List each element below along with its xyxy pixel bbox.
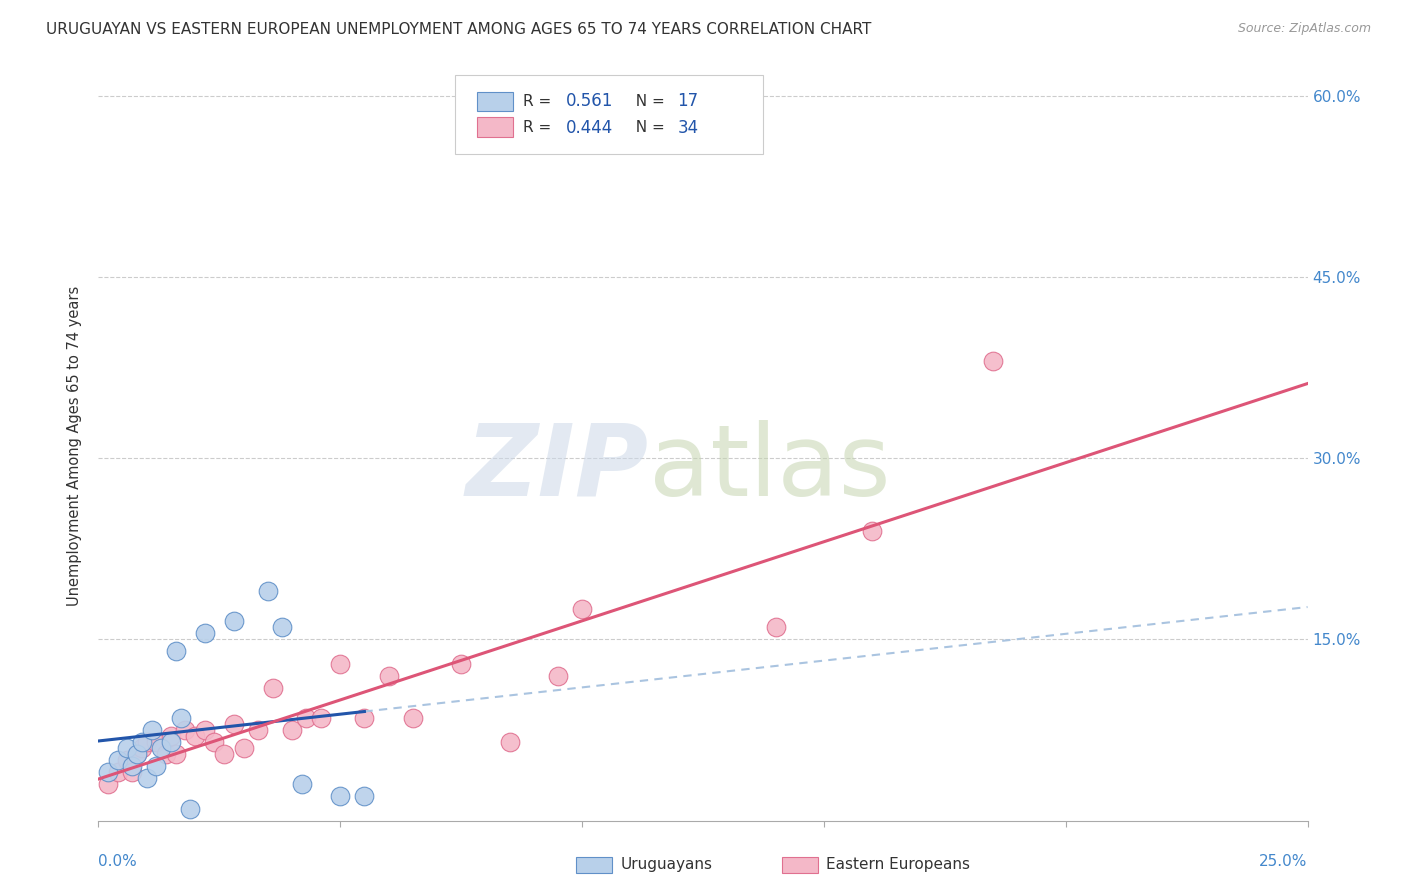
Point [212,747,235,761]
Point [353,711,375,725]
Point [127,747,149,761]
Text: 25.0%: 25.0% [1260,855,1308,870]
Point [127,747,149,761]
Point [131,735,153,749]
Point [135,772,157,786]
Point [450,657,472,671]
Point [97,777,120,791]
Point [860,524,883,538]
Text: 0.561: 0.561 [567,93,614,111]
Point [377,668,399,682]
Text: URUGUAYAN VS EASTERN EUROPEAN UNEMPLOYMENT AMONG AGES 65 TO 74 YEARS CORRELATION: URUGUAYAN VS EASTERN EUROPEAN UNEMPLOYME… [46,22,872,37]
Point [547,668,569,682]
Text: 0.444: 0.444 [567,119,613,136]
Point [145,735,167,749]
Point [174,723,197,737]
Text: 17: 17 [678,93,699,111]
Point [145,759,167,773]
Point [353,789,375,804]
Text: N =: N = [626,94,669,109]
Point [222,614,245,628]
Point [165,747,187,761]
Point [160,735,183,749]
Point [165,644,187,658]
Point [121,765,143,780]
Point [194,723,217,737]
Point [204,735,226,749]
Point [141,723,163,737]
Point [131,741,153,756]
Point [169,711,191,725]
Point [117,741,139,756]
Point [155,747,177,761]
Point [117,753,139,767]
Text: 34: 34 [678,119,699,136]
FancyBboxPatch shape [782,856,818,873]
Point [97,765,120,780]
Text: atlas: atlas [648,420,890,517]
Point [981,354,1004,368]
Point [232,741,254,756]
Point [271,620,294,634]
Point [765,620,787,634]
Point [135,735,157,749]
Text: R =: R = [523,94,555,109]
FancyBboxPatch shape [576,856,613,873]
Text: Uruguayans: Uruguayans [621,857,713,872]
Point [329,789,352,804]
Point [247,723,270,737]
Point [194,626,217,640]
Y-axis label: Unemployment Among Ages 65 to 74 years: Unemployment Among Ages 65 to 74 years [67,285,83,607]
Point [309,711,332,725]
Point [107,765,129,780]
Point [150,741,173,756]
FancyBboxPatch shape [456,75,763,153]
Point [571,602,593,616]
Text: ZIP: ZIP [465,420,648,517]
Text: 0.0%: 0.0% [98,855,138,870]
Point [107,753,129,767]
Point [329,657,352,671]
Point [179,801,201,815]
Point [262,681,284,695]
Text: Source: ZipAtlas.com: Source: ZipAtlas.com [1237,22,1371,36]
Point [295,711,318,725]
Point [498,735,520,749]
Point [222,717,245,731]
Point [402,711,425,725]
Text: N =: N = [626,120,669,135]
Text: R =: R = [523,120,555,135]
Text: Eastern Europeans: Eastern Europeans [827,857,970,872]
Point [256,584,278,599]
Point [290,777,312,791]
Point [281,723,304,737]
Point [160,729,183,743]
Point [184,729,207,743]
FancyBboxPatch shape [477,92,513,112]
Point [121,759,143,773]
FancyBboxPatch shape [477,117,513,136]
